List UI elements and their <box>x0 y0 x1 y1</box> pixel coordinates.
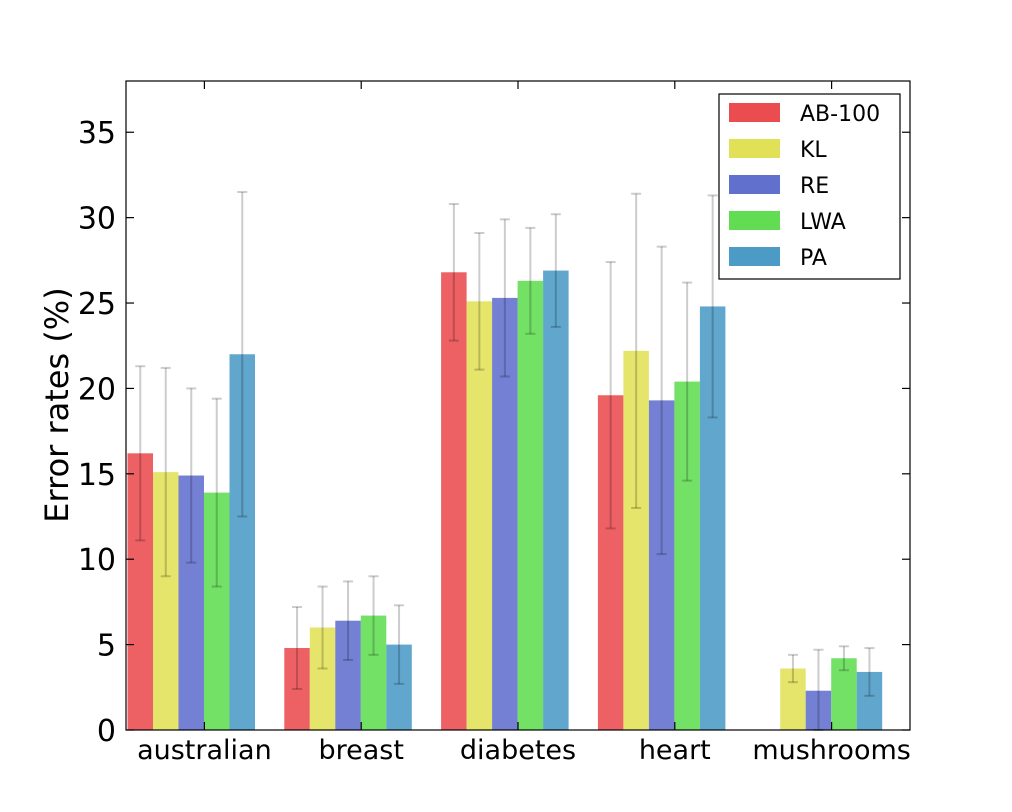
bar-lwa-diabetes <box>517 280 544 730</box>
bar-kl-australian <box>153 472 179 730</box>
x-category-label: heart <box>639 735 711 766</box>
error-bar-lwa-breast <box>368 575 379 656</box>
bar-re-diabetes <box>492 297 518 730</box>
error-bar-kl-diabetes <box>474 232 485 371</box>
bar-ab-100-breast <box>284 648 310 730</box>
bar-re-heart <box>648 400 675 730</box>
bar-kl-mushrooms <box>780 668 806 730</box>
bar-pa-australian <box>229 354 255 730</box>
bar-pa-breast <box>386 644 412 730</box>
y-tick-label: 5 <box>97 629 116 664</box>
y-tick-label: 20 <box>78 372 116 407</box>
legend: AB-100 KL RE LWA PA <box>718 93 901 280</box>
bar-pa-diabetes <box>543 270 569 730</box>
error-bar-re-breast <box>343 580 354 661</box>
legend-label-pa: PA <box>800 246 827 271</box>
y-tick-label: 35 <box>78 116 116 151</box>
error-bar-kl-breast <box>317 585 328 670</box>
error-bar-ab-100-breast <box>292 606 303 691</box>
x-category-label: breast <box>318 735 403 766</box>
bar-kl-heart <box>623 350 649 730</box>
error-bar-pa-diabetes <box>550 213 561 328</box>
error-bar-lwa-mushrooms <box>838 645 849 672</box>
bar-ab-100-australian <box>127 453 153 730</box>
error-bar-kl-mushrooms <box>787 653 798 684</box>
error-bar-re-heart <box>656 245 667 556</box>
legend-label-lwa: LWA <box>800 210 846 235</box>
legend-swatch-ab-100 <box>729 103 780 122</box>
error-bar-pa-australian <box>237 191 248 518</box>
error-bar-lwa-heart <box>682 281 693 482</box>
y-axis-label: Error rates (%) <box>38 287 76 522</box>
y-tick-label: 10 <box>78 543 116 578</box>
error-bar-lwa-diabetes <box>525 226 536 335</box>
error-bar-kl-heart <box>631 192 642 509</box>
y-tick-label: 15 <box>78 458 116 493</box>
y-tick-label: 30 <box>78 202 116 237</box>
error-bar-ab-100-heart <box>605 261 616 530</box>
bar-lwa-heart <box>674 381 700 730</box>
error-bar-lwa-australian <box>211 397 222 588</box>
y-tick-label: 25 <box>78 287 116 322</box>
legend-swatch-lwa <box>729 211 780 230</box>
legend-label-re: RE <box>800 174 829 199</box>
error-bar-re-australian <box>186 387 197 564</box>
bar-lwa-breast <box>360 615 387 730</box>
y-tick-label: 0 <box>97 714 116 749</box>
bar-re-breast <box>335 620 361 730</box>
bar-kl-breast <box>309 627 336 730</box>
bar-ab-100-diabetes <box>441 272 467 730</box>
x-axis: australian breast diabetes heart mushrooms <box>137 81 911 766</box>
x-category-label: australian <box>137 735 272 766</box>
bar-pa-mushrooms <box>856 671 883 730</box>
bar-lwa-australian <box>204 492 230 730</box>
bar-lwa-mushrooms <box>831 658 857 730</box>
legend-label-ab-100: AB-100 <box>800 102 880 127</box>
bar-ab-100-heart <box>597 395 624 730</box>
error-bar-ab-100-australian <box>135 365 146 542</box>
error-bars-layer <box>135 191 875 731</box>
legend-label-kl: KL <box>800 138 827 163</box>
x-category-label: diabetes <box>460 735 576 766</box>
bar-re-australian <box>178 475 204 730</box>
error-bar-pa-heart <box>707 194 718 419</box>
legend-swatch-kl <box>729 139 780 158</box>
legend-swatch-re <box>729 175 780 194</box>
bar-re-mushrooms <box>805 690 832 730</box>
x-category-label: mushrooms <box>752 735 911 766</box>
error-bar-pa-mushrooms <box>864 647 875 697</box>
error-bar-pa-breast <box>394 604 405 685</box>
error-bar-ab-100-diabetes <box>448 202 459 342</box>
bar-kl-diabetes <box>466 301 493 730</box>
legend-swatch-pa <box>729 247 780 266</box>
bar-pa-heart <box>699 306 726 730</box>
error-bar-kl-australian <box>160 366 171 578</box>
bars-layer <box>127 270 883 730</box>
y-axis: 0 5 10 15 20 25 30 35 <box>78 116 910 749</box>
error-bar-re-diabetes <box>499 218 510 378</box>
